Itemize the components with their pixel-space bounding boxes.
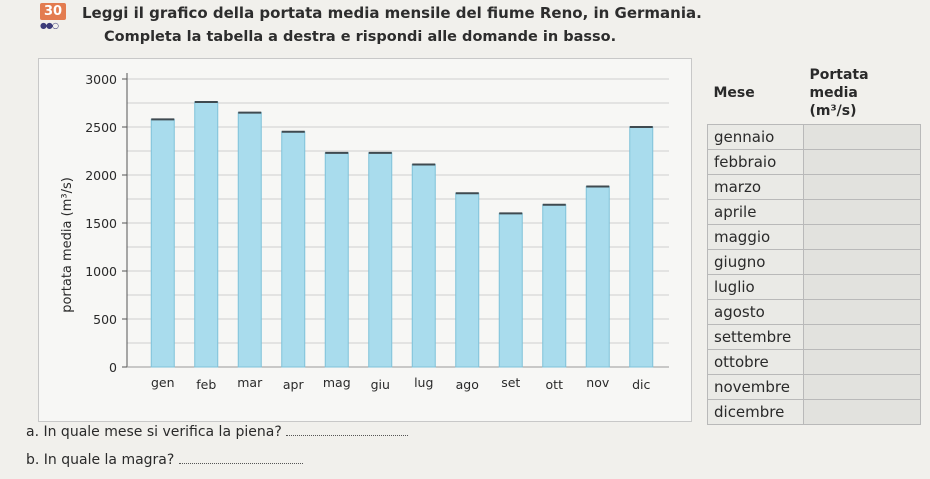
y-axis-label: portata media (m³/s) [60,177,75,313]
month-cell: giugno [707,249,804,275]
bar [455,192,480,368]
bar [150,118,175,368]
month-cell: gennaio [707,124,804,150]
flow-input-cell[interactable] [803,374,921,400]
flow-input-cell[interactable] [803,249,921,275]
flow-chart: portata media (m³/s) 0 500 1000 1500 2000 250… [38,58,692,422]
bar [194,101,219,368]
bar [237,112,262,368]
y-tick-label: 500 [93,312,117,327]
table-row: luglio [707,274,921,300]
instruction-line-1: Leggi il grafico della portata media men… [82,4,702,22]
x-tick-label: giu [371,377,390,392]
x-tick-label: nov [586,375,610,390]
bar [585,186,610,368]
flow-input-cell[interactable] [803,124,921,150]
table-row: novembre [707,374,921,400]
x-tick-label: mar [237,375,263,390]
question-a-text: a. In quale mese si verifica la piena? [26,424,282,440]
y-tick-label: 3000 [85,72,117,87]
month-cell: ottobre [707,349,804,375]
answer-b-line[interactable] [178,463,303,464]
table-row: aprile [707,199,921,225]
question-b-text: b. In quale la magra? [26,452,175,468]
answer-a-line[interactable] [286,435,409,436]
y-tick-label: 0 [109,360,117,375]
question-b: b. In quale la magra? [26,452,303,468]
bar [281,131,306,368]
table-header-flow-title: Portata media [809,67,869,101]
month-cell: novembre [707,374,804,400]
exercise-number: 30 [40,3,66,20]
month-cell: luglio [707,274,804,300]
table-header-month: Mese [713,85,755,101]
flow-table: Mese Portata media (m³/s) gennaio febbrai… [707,62,921,425]
month-cell: febbraio [707,149,804,175]
flow-input-cell[interactable] [803,274,921,300]
difficulty-dots: ●●○ [40,21,59,30]
bar [498,212,523,368]
chart-svg: portata media (m³/s) 0 500 1000 1500 2000 250… [60,72,669,392]
x-tick-label: gen [151,375,175,390]
flow-input-cell[interactable] [803,349,921,375]
month-cell: marzo [707,174,804,200]
x-tick-label: dic [632,377,650,392]
table-row: marzo [707,174,921,200]
flow-input-cell[interactable] [803,224,921,250]
bar [411,163,436,368]
month-cell: agosto [707,299,804,325]
month-cell: dicembre [707,399,804,425]
y-tick-label: 1000 [85,264,117,279]
y-tick-label: 1500 [85,216,117,231]
table-row: settembre [707,324,921,350]
x-tick-label: ago [456,377,479,392]
month-cell: settembre [707,324,804,350]
flow-input-cell[interactable] [803,199,921,225]
table-row: ottobre [707,349,921,375]
x-tick-label: set [501,375,520,390]
flow-input-cell[interactable] [803,299,921,325]
table-row: agosto [707,299,921,325]
month-cell: maggio [707,224,804,250]
table-header-flow: Portata media (m³/s) [804,62,921,125]
flow-input-cell[interactable] [803,399,921,425]
table-row: dicembre [707,399,921,425]
bar [629,126,654,368]
question-a: a. In quale mese si verifica la piena? [26,424,409,440]
month-cell: aprile [707,199,804,225]
table-row: giugno [707,249,921,275]
x-tick-label: mag [323,375,351,390]
instruction-line-2: Completa la tabella a destra e rispondi … [104,29,617,45]
bar [368,152,393,368]
bar [542,204,567,368]
y-tick-label: 2000 [85,168,117,183]
table-row: gennaio [707,124,921,150]
x-tick-label: feb [196,377,216,392]
x-tick-label: apr [283,377,305,392]
x-tick-label: lug [414,375,433,390]
table-row: maggio [707,224,921,250]
x-tick-label: ott [546,377,564,392]
flow-input-cell[interactable] [803,174,921,200]
flow-input-cell[interactable] [803,149,921,175]
flow-input-cell[interactable] [803,324,921,350]
table-row: febbraio [707,149,921,175]
bar [324,152,349,368]
y-tick-label: 2500 [85,120,117,135]
table-header-flow-unit: (m³/s) [809,103,857,119]
